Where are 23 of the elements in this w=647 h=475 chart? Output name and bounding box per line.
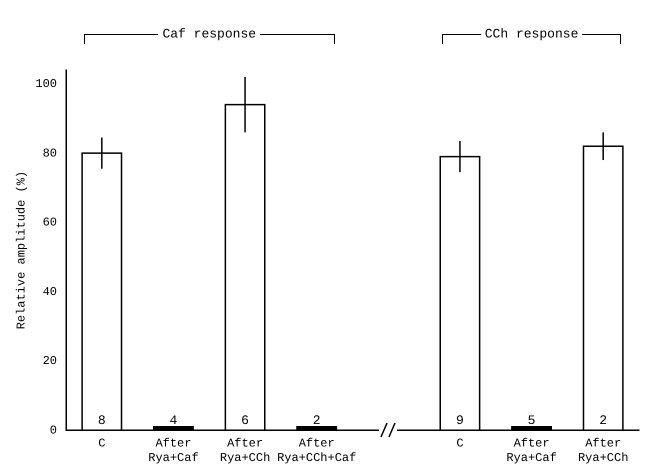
y-axis-title: Relative amplitude (%) [14,170,28,330]
annotation: 9 [456,413,464,428]
x-tick-label: After Rya+CCh [578,436,628,465]
x-tick-label: After Rya+CCh+Caf [277,436,356,465]
y-tick-label: 100 [35,77,58,92]
x-tick-label: C [98,436,106,451]
text: CCh response [480,26,582,42]
y-tick-label: 80 [42,146,58,160]
y-tick-label: 40 [42,284,58,299]
x-tick-label: After Rya+CCh [220,436,270,465]
annotation: 2 [312,413,321,428]
x-tick-label: C [456,436,464,451]
text: Caf response [158,26,260,42]
annotation: 8 [98,413,106,428]
annotation: 2 [599,413,608,428]
y-tick-label: 0 [50,423,58,438]
y-tick-label: 60 [42,216,58,230]
x-tick-label: After Rya+Caf [148,436,199,465]
annotation: 5 [528,413,536,428]
annotation: 4 [170,413,178,428]
x-tick-label: After Rya+Caf [506,436,557,465]
annotation: 6 [241,413,249,428]
y-tick-label: 20 [42,354,58,368]
